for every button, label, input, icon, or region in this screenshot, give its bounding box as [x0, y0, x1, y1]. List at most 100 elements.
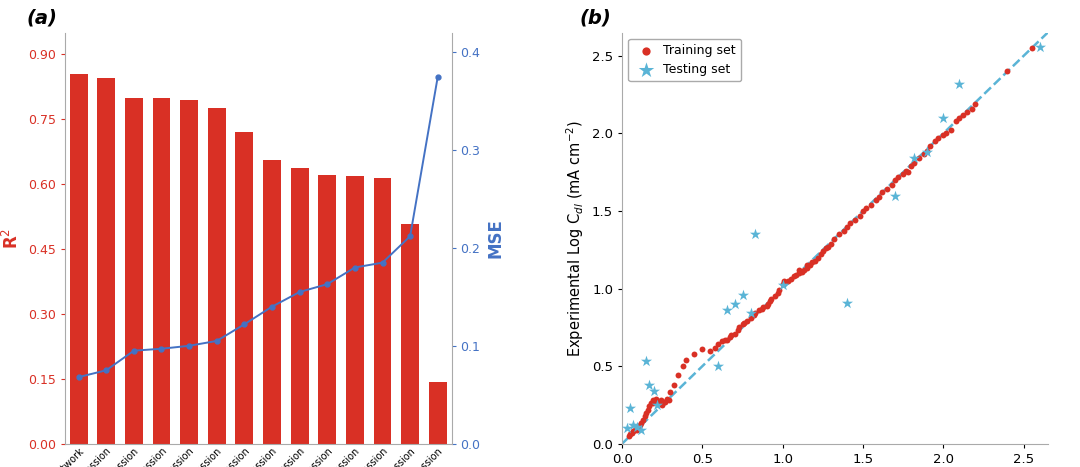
Bar	[346, 177, 364, 444]
Training set	[766, 293, 783, 300]
Testing set	[1031, 43, 1049, 50]
Training set	[921, 142, 939, 149]
Training set	[706, 344, 724, 351]
Training set	[633, 420, 650, 427]
Training set	[954, 111, 971, 119]
Training set	[894, 170, 912, 177]
Bar	[401, 224, 419, 444]
Testing set	[640, 381, 658, 389]
Training set	[791, 266, 808, 274]
Training set	[867, 197, 885, 204]
Training set	[626, 426, 644, 433]
Training set	[702, 347, 719, 354]
Training set	[686, 350, 703, 357]
Training set	[759, 300, 777, 308]
Training set	[729, 327, 746, 334]
Training set	[854, 207, 872, 215]
Testing set	[774, 282, 792, 289]
Training set	[734, 320, 752, 328]
Testing set	[619, 425, 636, 432]
Training set	[644, 396, 661, 404]
Training set	[639, 406, 657, 413]
Training set	[646, 398, 663, 405]
Training set	[761, 297, 779, 304]
Training set	[662, 389, 679, 396]
Training set	[721, 333, 739, 340]
Training set	[919, 147, 936, 154]
Bar	[69, 74, 87, 444]
Training set	[755, 304, 772, 311]
Training set	[693, 345, 711, 353]
Training set	[735, 319, 753, 326]
Training set	[943, 127, 960, 134]
Training set	[798, 265, 815, 272]
Testing set	[746, 231, 764, 238]
Testing set	[718, 306, 735, 314]
Training set	[650, 400, 667, 407]
Testing set	[950, 80, 968, 88]
Training set	[647, 395, 664, 403]
Training set	[762, 296, 780, 303]
Testing set	[838, 299, 855, 306]
Training set	[713, 338, 730, 345]
Training set	[656, 398, 673, 405]
Training set	[657, 398, 674, 405]
Bar	[374, 177, 391, 444]
Testing set	[919, 149, 936, 156]
Y-axis label: MSE: MSE	[486, 218, 504, 258]
Training set	[916, 150, 933, 157]
Training set	[716, 336, 733, 344]
Training set	[878, 185, 895, 193]
Training set	[782, 276, 799, 283]
Training set	[649, 398, 666, 405]
Training set	[870, 193, 888, 201]
Training set	[631, 421, 648, 429]
Training set	[900, 169, 917, 176]
Y-axis label: R$^2$: R$^2$	[2, 227, 23, 249]
Training set	[644, 400, 661, 407]
Testing set	[624, 421, 642, 429]
Training set	[887, 176, 904, 184]
Training set	[787, 271, 805, 278]
Training set	[643, 400, 660, 407]
Bar	[291, 168, 309, 444]
Testing set	[734, 291, 752, 298]
Training set	[775, 277, 793, 284]
Training set	[801, 262, 819, 269]
Training set	[634, 417, 651, 424]
Training set	[825, 235, 842, 243]
Training set	[630, 425, 647, 432]
Training set	[847, 217, 864, 224]
Training set	[660, 396, 677, 404]
Training set	[812, 251, 829, 258]
Training set	[675, 362, 692, 370]
Training set	[726, 330, 743, 337]
Training set	[1023, 44, 1040, 52]
Training set	[999, 68, 1016, 75]
Training set	[739, 318, 756, 325]
Training set	[731, 324, 748, 331]
Training set	[637, 409, 654, 417]
Training set	[806, 257, 823, 264]
Testing set	[646, 387, 663, 395]
Training set	[710, 340, 727, 348]
Training set	[862, 201, 879, 209]
Testing set	[742, 310, 759, 317]
Text: (b): (b)	[580, 8, 611, 27]
Training set	[620, 432, 637, 439]
Training set	[858, 204, 875, 212]
Legend: Training set, Testing set: Training set, Testing set	[629, 39, 741, 81]
Training set	[746, 310, 764, 317]
Training set	[822, 240, 839, 248]
Bar	[180, 100, 198, 444]
Training set	[718, 336, 735, 344]
Bar	[235, 132, 254, 444]
Testing set	[621, 404, 638, 412]
Training set	[874, 189, 891, 196]
Training set	[627, 426, 645, 433]
Training set	[818, 245, 835, 252]
Testing set	[649, 401, 666, 409]
Training set	[670, 372, 687, 379]
Training set	[814, 248, 832, 255]
Training set	[831, 231, 848, 238]
